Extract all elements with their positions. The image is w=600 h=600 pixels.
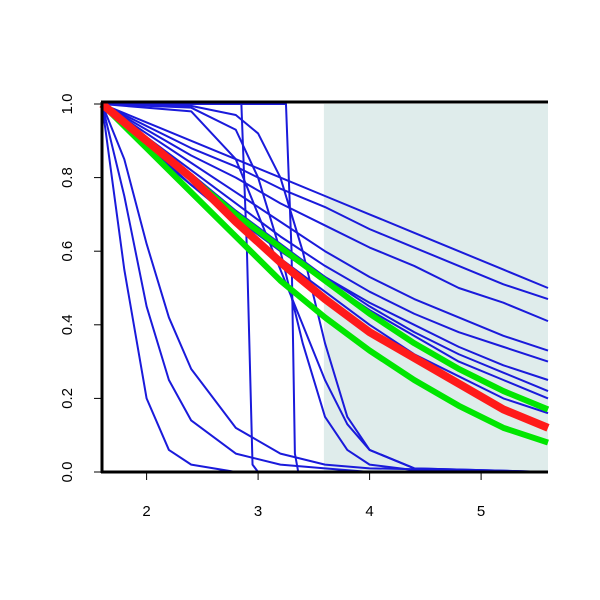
curve [101,103,549,363]
curve [99,101,549,446]
curve [101,103,549,473]
curve [101,103,549,323]
curve [101,103,548,473]
y-tick-label: 0.8 [59,167,76,188]
y-tick-label: 0.4 [59,314,76,335]
y-tick-label: 1.0 [59,94,76,115]
x-tick-label: 2 [142,503,150,520]
x-tick-label: 4 [365,503,373,520]
curve [99,100,550,432]
y-tick-label: 0.2 [59,388,76,409]
x-tick-label: 5 [477,503,485,520]
y-tick-label: 0.6 [59,241,76,262]
x-tick-label: 3 [254,503,262,520]
y-tick-label: 0.0 [59,462,76,483]
curve [101,103,549,352]
curve [101,103,549,473]
curve [101,103,549,473]
curve [101,103,549,289]
curve [101,103,549,300]
